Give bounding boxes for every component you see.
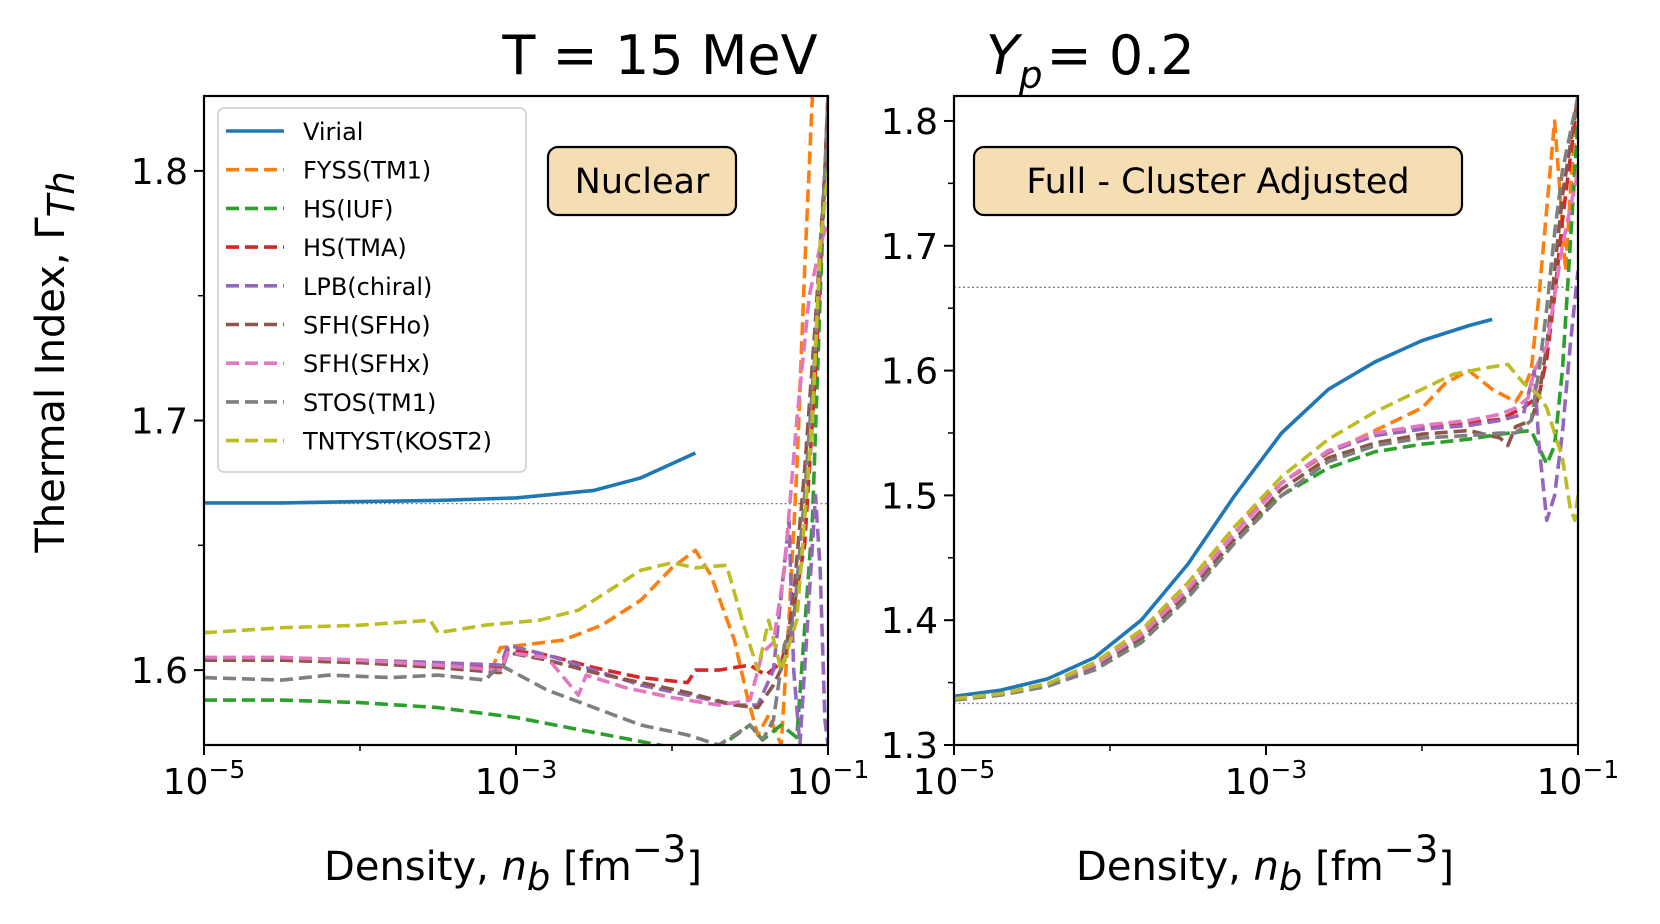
legend-label: HS(TMA) (303, 234, 407, 262)
plot-area (954, 96, 1578, 705)
series-line-fyss-tm1 (954, 96, 1578, 701)
series-line-lpb-chiral (204, 493, 828, 745)
series-line-tntyst-kost2 (204, 170, 828, 672)
y-axis-title: Thermal Index, ΓTh (28, 171, 83, 553)
x-tick-label: 10−1 (787, 755, 870, 803)
series-line-lpb-chiral (954, 270, 1578, 701)
y-tick-label: 1.3 (881, 726, 938, 767)
series-line-hs-tma (204, 96, 828, 685)
x-tick-label: 10−3 (1225, 755, 1308, 803)
legend-label: TNTYST(KOST2) (302, 428, 492, 456)
legend-label: STOS(TM1) (303, 389, 436, 417)
y-tick-label: 1.5 (881, 476, 938, 517)
series-line-tntyst-kost2 (954, 362, 1578, 701)
series-line-sfh-sfho (204, 96, 828, 710)
y-tick-label: 1.8 (881, 102, 938, 143)
plot-area (204, 96, 828, 745)
x-axis-title-left: Density, nb [fm−3] (324, 828, 702, 899)
legend-label: SFH(SFHx) (303, 350, 430, 378)
legend: Virial FYSS(TM1) HS(IUF) HS(TMA) LPB(chiral)… (217, 107, 527, 473)
series-line-virial (204, 451, 697, 505)
x-tick-label: 10−3 (475, 755, 558, 803)
x-axis-title-right: Density, nb [fm−3] (1076, 828, 1454, 899)
legend-label: FYSS(TM1) (303, 157, 431, 185)
series-line-sfh-sfhx (204, 220, 828, 707)
y-tick-label: 1.6 (881, 352, 938, 393)
y-tick-label: 1.4 (881, 601, 938, 642)
figure-subtitle: Yp= 0.2 (986, 24, 1195, 97)
figure-title: T = 15 MeV (501, 24, 817, 87)
y-tick-label: 1.6 (131, 651, 188, 692)
panel-label-full: Full - Cluster Adjusted (1026, 162, 1409, 202)
legend-box (217, 107, 527, 473)
legend-label: SFH(SFHo) (303, 312, 431, 340)
panel-nuclear: 10−5 10−3 10−1 1.6 1.7 1.8 (131, 94, 870, 803)
legend-label: LPB(chiral) (303, 273, 432, 301)
x-tick-label: 10−5 (913, 755, 996, 803)
y-tick-label: 1.7 (131, 402, 188, 443)
panel-full-cluster-adjusted: 10−5 10−3 10−1 1.3 1.4 1.5 1.6 1.7 1.8 (881, 94, 1620, 803)
y-tick-label: 1.7 (881, 227, 938, 268)
legend-label: Virial (303, 118, 363, 146)
series-line-virial (954, 317, 1493, 699)
series-line-stos-tm1 (954, 96, 1578, 702)
panel-label-nuclear-badge: Nuclear (546, 145, 738, 217)
panel-label-nuclear: Nuclear (575, 162, 710, 202)
x-tick-label: 10−1 (1537, 755, 1620, 803)
x-tick-label: 10−5 (163, 755, 246, 803)
legend-label: HS(IUF) (303, 195, 393, 223)
series-line-hs-iuf (204, 96, 828, 745)
y-tick-label: 1.8 (131, 152, 188, 193)
series-line-sfh-sfhx (954, 170, 1578, 701)
series-line-stos-tm1 (204, 96, 828, 745)
panel-label-full-badge: Full - Cluster Adjusted (972, 145, 1464, 217)
